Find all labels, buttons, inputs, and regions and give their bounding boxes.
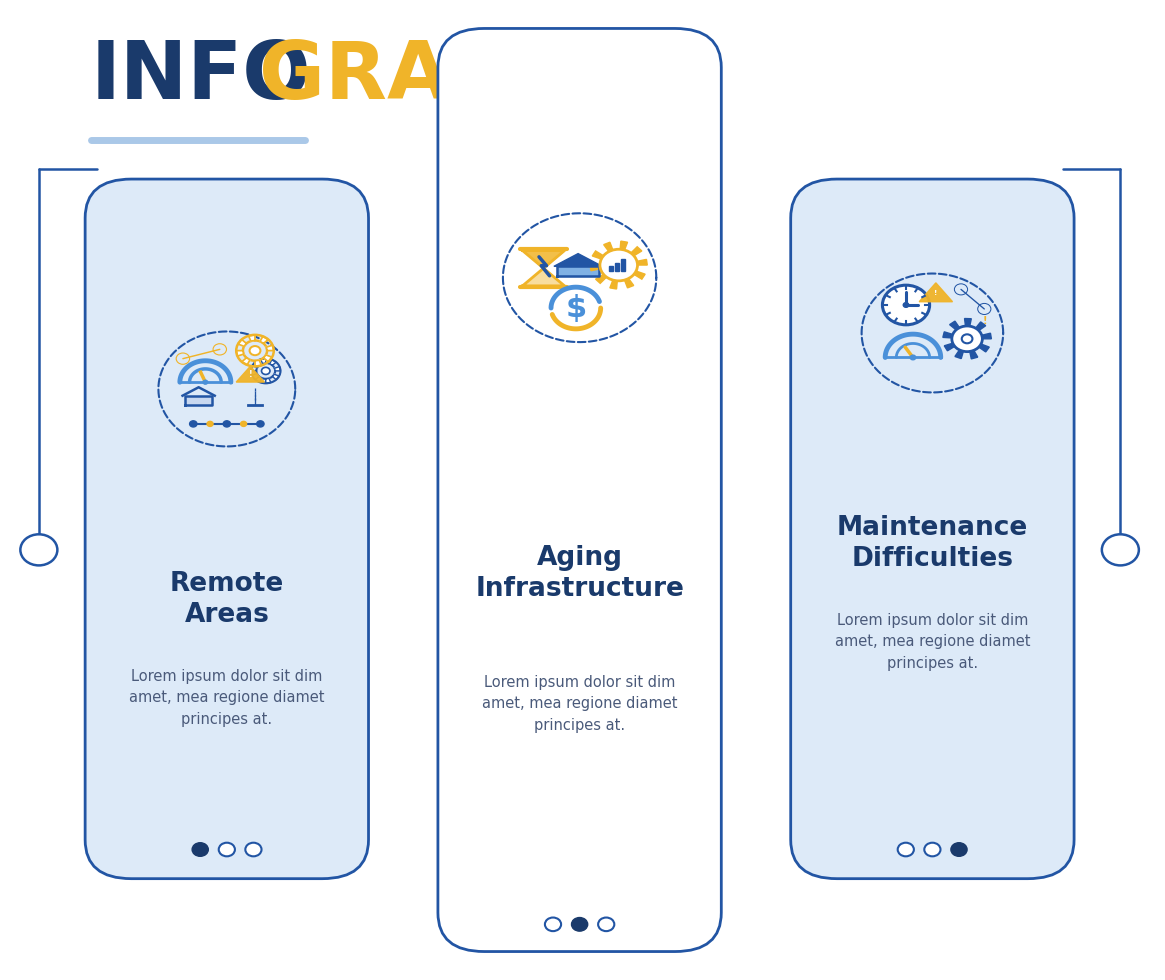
- Circle shape: [241, 421, 247, 426]
- Circle shape: [192, 843, 209, 857]
- Polygon shape: [620, 241, 628, 250]
- Circle shape: [203, 380, 207, 384]
- Polygon shape: [261, 359, 266, 364]
- Text: Maintenance
Difficulties: Maintenance Difficulties: [836, 514, 1028, 572]
- Text: Aging
Infrastructure: Aging Infrastructure: [475, 546, 684, 603]
- Polygon shape: [982, 333, 991, 339]
- Polygon shape: [919, 283, 953, 302]
- Polygon shape: [260, 336, 268, 343]
- Polygon shape: [553, 254, 602, 267]
- Polygon shape: [624, 278, 634, 288]
- Polygon shape: [273, 374, 280, 379]
- Polygon shape: [236, 351, 243, 356]
- Polygon shape: [609, 280, 617, 289]
- Polygon shape: [955, 350, 963, 359]
- Polygon shape: [263, 355, 273, 362]
- Polygon shape: [557, 267, 599, 276]
- Polygon shape: [269, 360, 276, 366]
- Polygon shape: [185, 396, 212, 405]
- Circle shape: [882, 285, 930, 324]
- Circle shape: [903, 303, 909, 308]
- Circle shape: [898, 843, 913, 857]
- Polygon shape: [241, 358, 250, 365]
- Circle shape: [600, 249, 637, 281]
- Circle shape: [952, 326, 982, 352]
- FancyBboxPatch shape: [791, 179, 1074, 879]
- Polygon shape: [637, 260, 648, 265]
- Circle shape: [598, 917, 614, 931]
- Polygon shape: [603, 242, 613, 252]
- Polygon shape: [615, 263, 619, 271]
- Polygon shape: [965, 318, 972, 326]
- Circle shape: [924, 843, 940, 857]
- Circle shape: [190, 420, 197, 427]
- Text: INFO: INFO: [91, 38, 311, 117]
- Text: Remote
Areas: Remote Areas: [170, 570, 284, 628]
- Polygon shape: [592, 251, 603, 259]
- Polygon shape: [942, 332, 953, 338]
- Circle shape: [224, 420, 231, 427]
- Circle shape: [951, 843, 967, 857]
- Polygon shape: [945, 343, 955, 351]
- Polygon shape: [255, 376, 262, 382]
- Polygon shape: [595, 274, 607, 283]
- Text: !: !: [934, 290, 938, 296]
- Polygon shape: [949, 321, 960, 330]
- Polygon shape: [631, 247, 642, 256]
- Circle shape: [261, 368, 270, 374]
- Polygon shape: [621, 259, 626, 271]
- Text: GRAPHICS: GRAPHICS: [259, 38, 723, 117]
- FancyBboxPatch shape: [85, 179, 368, 879]
- Polygon shape: [255, 360, 261, 367]
- Circle shape: [256, 420, 264, 427]
- Polygon shape: [522, 269, 565, 286]
- Circle shape: [249, 346, 261, 355]
- Circle shape: [962, 334, 973, 343]
- Circle shape: [910, 355, 916, 360]
- Polygon shape: [275, 367, 281, 370]
- Polygon shape: [609, 267, 613, 271]
- Polygon shape: [979, 344, 989, 352]
- Polygon shape: [969, 350, 977, 359]
- Polygon shape: [267, 345, 274, 351]
- Circle shape: [545, 917, 562, 931]
- Text: Lorem ipsum dolor sit dim
amet, mea regione diamet
principes at.: Lorem ipsum dolor sit dim amet, mea regi…: [482, 674, 677, 733]
- Polygon shape: [591, 265, 600, 270]
- Text: !: !: [248, 370, 252, 379]
- FancyBboxPatch shape: [438, 28, 721, 952]
- Circle shape: [207, 421, 213, 426]
- Polygon shape: [975, 321, 986, 330]
- Circle shape: [219, 843, 235, 857]
- Text: Lorem ipsum dolor sit dim
amet, mea regione diamet
principes at.: Lorem ipsum dolor sit dim amet, mea regi…: [834, 612, 1030, 671]
- Polygon shape: [238, 339, 247, 346]
- Polygon shape: [248, 335, 255, 341]
- Text: $: $: [565, 293, 586, 322]
- Polygon shape: [250, 370, 257, 375]
- Circle shape: [246, 843, 261, 857]
- Text: Lorem ipsum dolor sit dim
amet, mea regione diamet
principes at.: Lorem ipsum dolor sit dim amet, mea regi…: [129, 668, 325, 727]
- Polygon shape: [522, 251, 565, 269]
- Polygon shape: [253, 363, 259, 368]
- Polygon shape: [236, 367, 264, 382]
- Text: !: !: [982, 317, 987, 326]
- Polygon shape: [266, 378, 270, 383]
- Circle shape: [1102, 534, 1139, 565]
- Circle shape: [572, 917, 587, 931]
- Polygon shape: [634, 271, 645, 279]
- Circle shape: [20, 534, 57, 565]
